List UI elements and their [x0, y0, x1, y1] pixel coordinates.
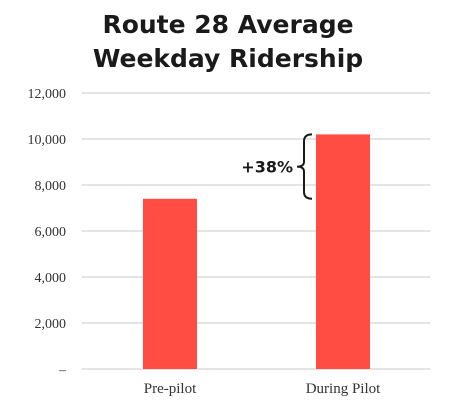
y-tick-label: 4,000	[35, 271, 67, 286]
bar	[143, 198, 197, 369]
x-category-label: Pre-pilot	[144, 381, 197, 397]
y-tick-label: 8,000	[35, 179, 67, 194]
y-tick-label: 10,000	[28, 133, 67, 148]
x-category-label: During Pilot	[306, 381, 381, 397]
chart-title-line-2: Weekday Ridership	[92, 44, 364, 73]
y-tick-label: –	[58, 363, 67, 378]
y-tick-label: 12,000	[28, 87, 67, 102]
annotation-bracket	[296, 133, 313, 200]
y-tick-label: 2,000	[35, 317, 67, 332]
bar	[316, 134, 370, 369]
chart-title-line-1: Route 28 Average	[102, 10, 354, 39]
annotation-label: +38%	[241, 158, 293, 177]
chart-title: Route 28 Average Weekday Ridership	[0, 8, 456, 76]
y-tick-label: 6,000	[35, 225, 67, 240]
